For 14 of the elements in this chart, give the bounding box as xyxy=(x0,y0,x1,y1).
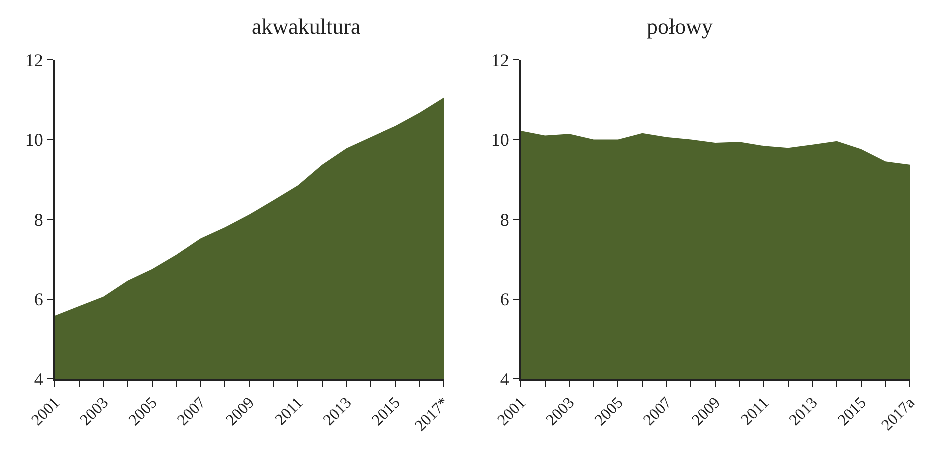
y-tick-label: 4 xyxy=(34,369,44,390)
y-tick-label: 12 xyxy=(491,50,510,70)
y-tick-label: 8 xyxy=(500,210,510,230)
chart-title: połowy xyxy=(647,14,713,39)
y-tick-label: 8 xyxy=(34,210,44,230)
y-tick-label: 6 xyxy=(34,290,44,310)
chart-title: akwakultura xyxy=(252,14,361,39)
y-tick-label: 10 xyxy=(491,130,510,150)
y-tick-label: 12 xyxy=(25,50,44,70)
y-tick-label: 4 xyxy=(500,369,510,390)
x-tick-label: 2011 xyxy=(738,394,773,429)
y-tick-label: 10 xyxy=(25,130,44,150)
x-tick-label: 2011 xyxy=(272,394,307,429)
y-tick-label: 6 xyxy=(500,290,510,310)
